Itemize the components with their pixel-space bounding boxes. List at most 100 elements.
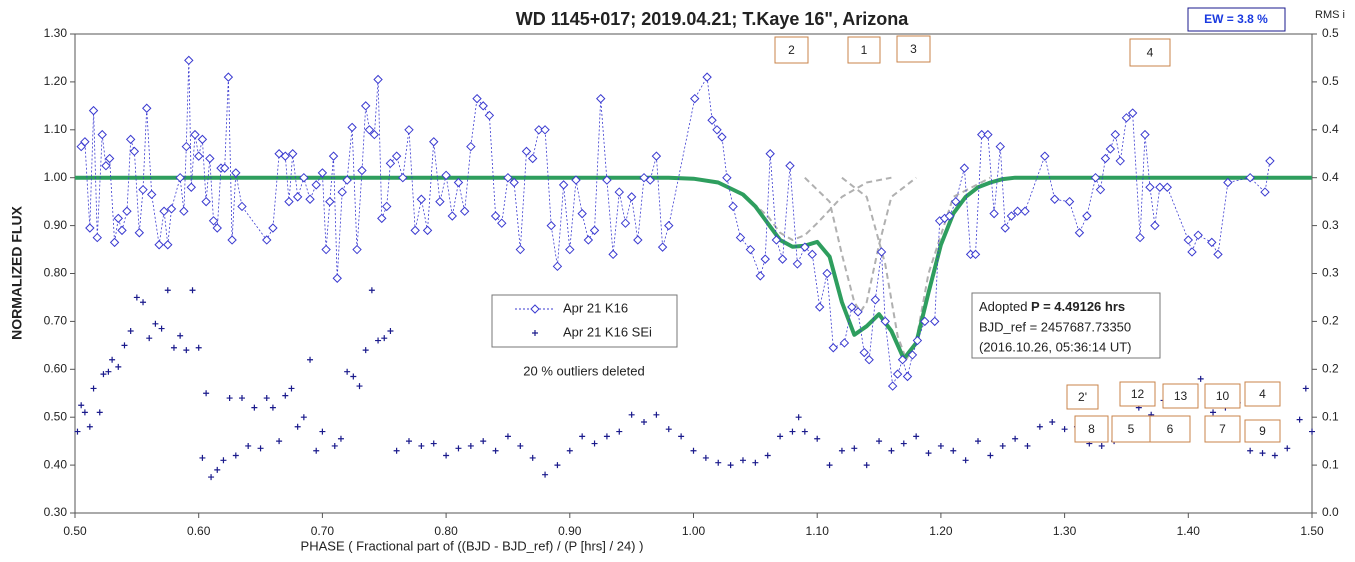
data-point: [212, 223, 222, 233]
data-point: [777, 433, 784, 440]
data-point: [1213, 249, 1223, 260]
data-point: [410, 225, 420, 236]
data-point: [664, 220, 674, 231]
data-point: [702, 72, 712, 82]
x-axis-label: PHASE ( Fractional part of ((BJD - BJD_r…: [301, 538, 644, 553]
info-date: (2016.10.26, 05:36:14 UT): [979, 339, 1132, 354]
data-point: [534, 125, 544, 135]
data-point: [517, 442, 524, 449]
data-point: [203, 390, 210, 397]
data-point: [117, 225, 127, 236]
data-point: [1135, 232, 1145, 243]
data-point: [146, 335, 153, 342]
data-point: [1183, 235, 1194, 245]
legend-marker: [530, 304, 540, 314]
data-point: [795, 414, 802, 421]
data-point: [1309, 428, 1315, 435]
data-point: [195, 344, 202, 351]
data-point: [1223, 177, 1233, 188]
data-point: [181, 141, 192, 152]
y-tick-label: 1.10: [44, 122, 68, 136]
y-tick-label: 0.40: [44, 457, 68, 471]
data-point: [447, 211, 457, 221]
data-point: [81, 409, 88, 416]
data-point: [1155, 182, 1165, 192]
data-point: [263, 395, 270, 402]
dip-label: 4: [1147, 46, 1154, 60]
data-point: [74, 428, 81, 435]
data-point: [134, 228, 145, 238]
data-point: [1145, 182, 1155, 192]
data-point: [342, 175, 352, 185]
data-point: [678, 433, 685, 440]
data-point: [166, 204, 177, 214]
data-point: [313, 447, 320, 454]
data-point: [1095, 184, 1106, 195]
data-point: [170, 344, 177, 351]
dip-label: 3: [910, 42, 917, 56]
data-point: [509, 177, 519, 188]
data-point: [133, 294, 140, 301]
x-tick-label: 0.70: [311, 524, 335, 538]
data-point: [186, 182, 196, 192]
data-point: [480, 438, 487, 445]
data-point: [357, 165, 367, 176]
data-point: [189, 287, 196, 294]
data-point: [975, 438, 982, 445]
data-point: [184, 55, 194, 66]
data-point: [453, 177, 464, 188]
data-point: [1024, 442, 1031, 449]
data-point: [443, 452, 450, 459]
data-point: [876, 247, 887, 257]
data-point: [888, 447, 895, 454]
dip-label: 4: [1259, 387, 1266, 401]
dip-label-box: [1204, 383, 1241, 409]
data-point: [951, 196, 961, 207]
data-point: [404, 125, 414, 135]
data-point: [504, 433, 511, 440]
data-point: [859, 347, 869, 358]
data-point: [350, 373, 357, 380]
data-point: [853, 307, 863, 317]
data-point: [785, 161, 795, 171]
data-point: [152, 320, 159, 327]
info-period-value: P = 4.49126 hrs: [1031, 299, 1125, 314]
data-point: [125, 134, 136, 145]
data-point: [369, 129, 380, 140]
data-point: [864, 355, 874, 365]
data-point: [608, 249, 618, 260]
data-point: [558, 180, 569, 190]
data-point: [800, 242, 810, 252]
data-point: [78, 402, 85, 409]
dip-label: 12: [1131, 387, 1145, 401]
data-point: [280, 151, 290, 161]
data-point: [887, 381, 898, 391]
dip-label-box: [1074, 415, 1109, 443]
data-point: [913, 433, 920, 440]
data-point: [1247, 447, 1254, 454]
data-point: [602, 175, 612, 185]
info-bjd: BJD_ref = 2457687.73350: [979, 319, 1131, 334]
data-point: [1110, 129, 1121, 140]
data-point: [995, 141, 1005, 152]
data-point: [129, 146, 140, 157]
data-point: [115, 363, 122, 370]
dip-label-box: [1162, 383, 1199, 409]
data-point: [405, 438, 412, 445]
data-point: [199, 454, 206, 461]
data-point: [300, 414, 307, 421]
data-point: [466, 141, 476, 152]
data-point: [626, 192, 637, 202]
data-point: [105, 368, 112, 375]
x-tick-label: 0.90: [558, 524, 582, 538]
data-point: [109, 237, 120, 248]
data-point: [542, 471, 549, 478]
data-point: [847, 302, 857, 312]
data-point: [826, 462, 833, 469]
data-point: [1020, 206, 1030, 216]
data-point: [331, 442, 338, 449]
x-tick-label: 0.60: [187, 524, 211, 538]
plot-area: 0.30 0.40 0.50 0.60 0.70 0.80 0.90 1.00 1.10 1.20…: [44, 26, 1339, 538]
data-point: [490, 211, 501, 221]
